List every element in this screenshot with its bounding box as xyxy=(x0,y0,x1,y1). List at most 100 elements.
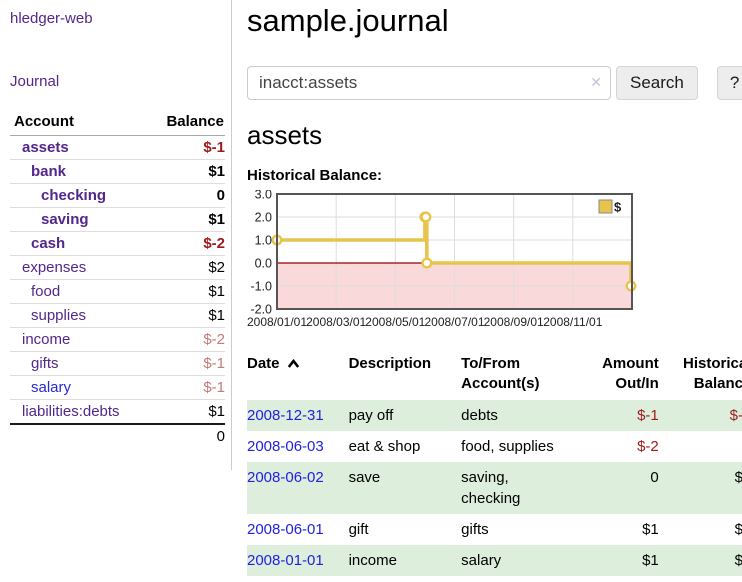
account-row: saving $1 xyxy=(10,207,225,232)
register-row: 2008-12-31 pay off debts $-1 $-1 xyxy=(247,399,742,431)
svg-text:1.0: 1.0 xyxy=(255,234,272,248)
register-header-row: Date Description To/From Account(s) Amount… xyxy=(247,352,742,400)
search-input[interactable] xyxy=(247,66,611,101)
account-link[interactable]: gifts xyxy=(31,355,59,372)
svg-text:0.0: 0.0 xyxy=(255,257,272,271)
account-link[interactable]: bank xyxy=(31,163,67,180)
transaction-date-link: 2008-01-01 xyxy=(247,551,324,569)
transaction-date-link: 2008-06-02 xyxy=(247,468,324,486)
account-link[interactable]: checking xyxy=(41,187,107,204)
search-button[interactable]: Search xyxy=(616,66,698,101)
transaction-amount: $1 xyxy=(642,520,659,538)
account-link[interactable]: assets xyxy=(22,139,69,156)
account-link[interactable]: supplies xyxy=(31,307,87,324)
transaction-description: income xyxy=(348,551,397,569)
register-row: 2008-06-03 eat & shop food, supplies $-20 xyxy=(247,431,742,462)
register-col-amount-out-in: Amount Out/In xyxy=(602,355,659,393)
account-balance: $1 xyxy=(146,159,225,184)
account-link[interactable]: expenses xyxy=(22,259,87,276)
register-col-description: Description xyxy=(348,355,432,373)
account-balance: $1 xyxy=(146,207,225,232)
svg-text:2008/09/01: 2008/09/01 xyxy=(484,315,544,329)
accounts-table: Account Balance assets $-1 bank $1 checking 0… xyxy=(10,110,225,448)
svg-text:3.0: 3.0 xyxy=(255,190,272,202)
transaction-date-link: 2008-12-31 xyxy=(247,406,324,424)
account-balance: $1 xyxy=(146,279,225,304)
register-row: 2008-06-02 save saving, checking 0 $2 xyxy=(247,461,742,514)
transaction-accounts: saving, checking xyxy=(461,468,521,507)
svg-text:$: $ xyxy=(614,200,622,215)
register-col-date[interactable]: Date xyxy=(247,352,349,400)
account-link[interactable]: food xyxy=(31,283,61,300)
svg-text:2008/11/01: 2008/11/01 xyxy=(543,315,602,329)
transaction-amount: 0 xyxy=(650,468,659,486)
search-form: ✕ Search ? xyxy=(247,66,742,101)
account-link[interactable]: income xyxy=(22,331,71,348)
transaction-amount: $-2 xyxy=(637,437,659,455)
account-row: cash $-2 xyxy=(10,231,225,256)
svg-text:-1.0: -1.0 xyxy=(250,280,272,294)
transaction-balance: $1 xyxy=(734,551,742,569)
account-row: liabilities:debts $1 xyxy=(10,399,225,424)
account-balance: $1 xyxy=(146,303,225,328)
register-row: 2008-01-01 income salary $1 $1 xyxy=(247,544,742,576)
svg-text:2008/03/01: 2008/03/01 xyxy=(306,315,366,329)
accounts-total-row: 0 xyxy=(10,423,225,448)
historical-balance-chart: $3.0 2.0 1.0 0.0 -1.0 -2.0 2008/01/01 2008/03/0… xyxy=(247,188,742,342)
account-link[interactable]: cash xyxy=(31,235,66,252)
account-balance: $-1 xyxy=(203,139,225,156)
page-title: sample.journal xyxy=(247,3,449,38)
transaction-accounts: salary xyxy=(461,551,502,569)
account-row: bank $1 xyxy=(10,159,225,184)
account-row: gifts $-1 xyxy=(10,351,225,376)
transaction-amount: $-1 xyxy=(637,406,659,424)
transaction-balance: 0 xyxy=(660,431,742,462)
account-row: salary $-1 xyxy=(10,375,225,400)
search-field-wrapper: ✕ xyxy=(247,66,611,101)
accounts-header-row: Account Balance xyxy=(10,110,225,136)
transaction-balance: $2 xyxy=(734,468,742,486)
transaction-description: eat & shop xyxy=(348,437,421,455)
account-balance: $-1 xyxy=(146,351,225,376)
account-row: food $1 xyxy=(10,279,225,304)
transaction-date-link: 2008-06-01 xyxy=(247,520,324,538)
help-button[interactable]: ? xyxy=(716,66,742,101)
transaction-amount: $1 xyxy=(642,551,659,569)
transaction-accounts: debts xyxy=(461,406,498,424)
account-balance: $1 xyxy=(146,399,225,424)
account-heading: assets xyxy=(247,120,323,151)
transaction-date-link: 2008-06-03 xyxy=(247,437,324,455)
svg-text:2008/07/01: 2008/07/01 xyxy=(424,315,484,329)
svg-text:2008/05/01: 2008/05/01 xyxy=(365,315,425,329)
account-balance: 0 xyxy=(146,183,225,208)
register-table: Date Description To/From Account(s) Amount… xyxy=(247,352,742,576)
transaction-accounts: food, supplies xyxy=(461,437,554,455)
accounts-col-balance: Balance xyxy=(146,110,225,136)
sidebar: hledger-web Journal Account Balance asse… xyxy=(0,0,232,470)
transaction-description: save xyxy=(348,468,381,486)
main-content: sample.journal ✕ Search ? assets Histori… xyxy=(232,0,742,576)
transaction-accounts: gifts xyxy=(461,520,489,538)
svg-text:2.0: 2.0 xyxy=(255,211,272,225)
account-link[interactable]: liabilities:debts xyxy=(22,403,120,420)
account-balance: $-2 xyxy=(146,327,225,352)
account-row: expenses $2 xyxy=(10,255,225,280)
register-row: 2008-06-01 gift gifts $1 $2 xyxy=(247,514,742,545)
sort-ascending-icon xyxy=(287,359,299,368)
account-balance: $-2 xyxy=(146,231,225,256)
transaction-balance: $2 xyxy=(734,520,742,538)
nav-journal-link[interactable]: Journal xyxy=(10,73,60,90)
transaction-balance: $-1 xyxy=(729,406,742,424)
svg-text:-2.0: -2.0 xyxy=(250,303,272,317)
accounts-col-account: Account xyxy=(10,110,147,136)
app-brand-link[interactable]: hledger-web xyxy=(10,10,93,27)
account-link[interactable]: saving xyxy=(41,211,89,228)
account-row: supplies $1 xyxy=(10,303,225,328)
register-col-historical-balance: Historical Balance xyxy=(682,355,742,393)
account-link[interactable]: salary xyxy=(31,379,72,396)
account-row: checking 0 xyxy=(10,183,225,208)
account-balance: $-1 xyxy=(146,375,225,400)
clear-search-icon[interactable]: ✕ xyxy=(590,74,602,91)
svg-text:2008/01/01: 2008/01/01 xyxy=(247,315,307,329)
